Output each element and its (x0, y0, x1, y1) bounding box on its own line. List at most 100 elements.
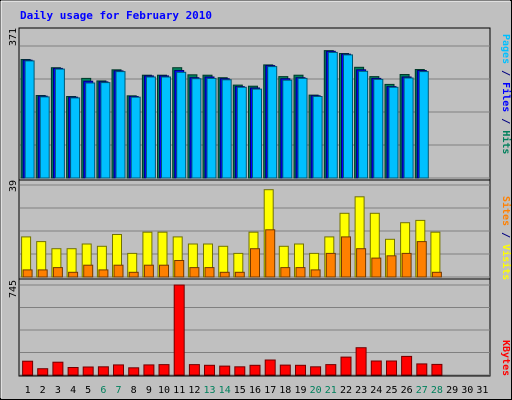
x-tick-label: 6 (100, 385, 106, 396)
bar-pages-day-16 (252, 88, 262, 179)
x-tick-label: 16 (249, 385, 261, 396)
bar-pages-day-19 (297, 77, 308, 179)
bar-sites-day-22 (341, 236, 351, 278)
bar-kbytes-day-6 (97, 366, 109, 376)
x-tick-label: 22 (340, 385, 352, 396)
kbytes-ymax-label: 745 (8, 280, 19, 298)
bar-pages-day-9 (145, 76, 156, 179)
ylabel-pages: Pages (500, 34, 511, 64)
bars-layer (20, 50, 443, 376)
bar-kbytes-day-15 (234, 366, 246, 376)
bar-sites-day-11 (174, 260, 185, 278)
bar-kbytes-day-28 (431, 363, 443, 376)
bar-pages-day-22 (343, 54, 353, 179)
ylabel-hits: Hits (500, 130, 512, 154)
bar-sites-day-1 (22, 269, 33, 278)
bar-sites-day-27 (416, 241, 427, 278)
bar-kbytes-day-8 (128, 367, 140, 376)
bar-sites-day-28 (431, 271, 442, 278)
bar-sites-day-24 (371, 257, 382, 278)
x-tick-label: 31 (476, 385, 488, 396)
bar-sites-day-18 (280, 267, 291, 278)
bar-sites-day-14 (219, 271, 230, 278)
bar-sites-day-23 (356, 248, 367, 278)
bar-kbytes-day-21 (325, 364, 337, 376)
bar-pages-day-6 (100, 82, 111, 179)
bar-kbytes-day-1 (22, 360, 34, 376)
bar-kbytes-day-25 (386, 360, 397, 376)
x-tick-label: 10 (158, 385, 170, 396)
x-tick-label: 5 (85, 385, 91, 396)
bar-kbytes-day-18 (279, 364, 291, 376)
bar-kbytes-day-2 (37, 368, 49, 376)
x-tick-label: 25 (385, 385, 397, 396)
x-tick-label: 17 (264, 385, 276, 396)
x-tick-label: 8 (131, 385, 137, 396)
ylabel-files: Files (500, 82, 512, 112)
bar-kbytes-day-16 (249, 364, 261, 376)
bar-pages-day-26 (403, 77, 414, 179)
bar-pages-day-24 (373, 78, 384, 179)
bar-pages-day-27 (418, 71, 429, 179)
ylabel-sites: Sites (500, 196, 512, 226)
x-tick-label: 18 (279, 385, 291, 396)
bar-pages-day-17 (267, 66, 278, 179)
bar-kbytes-day-10 (158, 364, 170, 376)
x-tick-label: 1 (25, 385, 31, 396)
bar-kbytes-day-13 (204, 364, 215, 376)
ylabel-sep: / (500, 226, 511, 244)
hits-ymax-label: 371 (8, 28, 19, 46)
bar-kbytes-day-7 (113, 364, 124, 376)
x-tick-label: 12 (188, 385, 200, 396)
x-tick-label: 15 (234, 385, 246, 396)
ylabel-sep: / (500, 112, 511, 130)
bar-sites-day-19 (295, 267, 306, 278)
bar-sites-day-7 (113, 264, 124, 278)
x-axis-labels: 1 2 3 4 5 6 7 8 9 10 11 12 13 14 15 16 17 18 19 20 21 22 23 24 2… (25, 385, 489, 396)
x-tick-label: 27 (416, 385, 428, 396)
bar-sites-day-3 (52, 267, 63, 278)
bar-pages-day-18 (282, 79, 293, 179)
ylabel-sep: / (500, 64, 511, 82)
panel-kbytes-bg (18, 278, 491, 377)
bar-kbytes-day-24 (370, 360, 382, 376)
x-tick-label: 21 (325, 385, 337, 396)
x-tick-label: 23 (355, 385, 367, 396)
bar-kbytes-day-9 (143, 364, 155, 376)
x-tick-label: 2 (40, 385, 46, 396)
bar-sites-day-12 (189, 267, 200, 278)
bar-kbytes-day-3 (52, 361, 64, 376)
x-tick-label: 7 (115, 385, 121, 396)
bar-pages-day-14 (221, 79, 232, 179)
bar-kbytes-day-5 (82, 366, 94, 376)
bar-kbytes-day-4 (67, 367, 79, 376)
bar-visits-day-28 (430, 231, 441, 278)
bar-pages-day-23 (358, 70, 369, 179)
bar-kbytes-day-17 (264, 359, 276, 376)
bar-pages-day-21 (327, 51, 338, 179)
bar-kbytes-day-19 (295, 364, 306, 376)
bar-sites-day-21 (325, 252, 336, 278)
bar-kbytes-day-14 (219, 365, 231, 376)
bar-pages-day-4 (70, 97, 81, 179)
bar-pages-day-7 (115, 71, 126, 179)
bar-pages-day-8 (130, 96, 141, 179)
x-tick-label: 4 (70, 385, 76, 396)
bar-pages-day-12 (191, 78, 202, 179)
ylabel-kbytes: KBytes (500, 340, 511, 376)
bar-pages-day-3 (54, 68, 65, 179)
x-tick-label: 3 (55, 385, 61, 396)
bar-kbytes-day-26 (401, 355, 413, 376)
bar-pages-day-11 (176, 71, 187, 179)
bar-pages-day-25 (388, 86, 399, 179)
bar-sites-day-4 (68, 271, 79, 278)
bar-pages-day-2 (39, 96, 50, 179)
bar-pages-day-13 (206, 77, 217, 179)
bar-sites-day-6 (98, 269, 109, 278)
bar-sites-day-25 (386, 255, 397, 278)
visits-ymax-label: 39 (8, 180, 19, 192)
bar-sites-day-8 (128, 271, 139, 278)
x-tick-label: 20 (310, 385, 322, 396)
bar-kbytes-day-20 (310, 366, 322, 376)
